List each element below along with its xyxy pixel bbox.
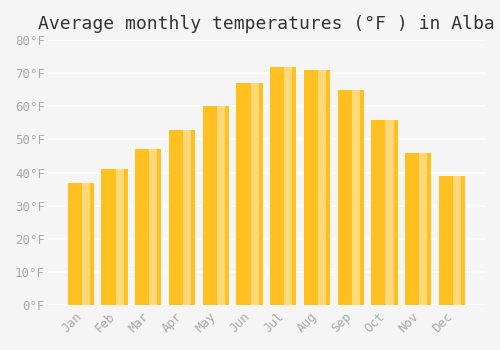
Bar bbox=[116, 169, 124, 305]
Bar bbox=[405, 153, 417, 305]
Bar bbox=[344, 90, 364, 305]
Bar bbox=[236, 83, 248, 305]
Bar bbox=[141, 149, 162, 305]
Bar bbox=[202, 106, 215, 305]
Bar bbox=[372, 120, 384, 305]
Bar bbox=[453, 176, 461, 305]
Bar bbox=[378, 120, 398, 305]
Bar bbox=[304, 70, 316, 305]
Title: Average monthly temperatures (°F ) in Alba: Average monthly temperatures (°F ) in Al… bbox=[38, 15, 495, 33]
Bar bbox=[386, 120, 394, 305]
Bar bbox=[102, 169, 114, 305]
Bar bbox=[74, 182, 94, 305]
Bar bbox=[439, 176, 451, 305]
Bar bbox=[411, 153, 432, 305]
Bar bbox=[68, 182, 80, 305]
Bar bbox=[169, 130, 181, 305]
Bar bbox=[242, 83, 262, 305]
Bar bbox=[208, 106, 229, 305]
Bar bbox=[150, 149, 158, 305]
Bar bbox=[338, 90, 349, 305]
Bar bbox=[445, 176, 465, 305]
Bar bbox=[250, 83, 258, 305]
Bar bbox=[183, 130, 191, 305]
Bar bbox=[175, 130, 195, 305]
Bar bbox=[276, 66, 296, 305]
Bar bbox=[352, 90, 360, 305]
Bar bbox=[217, 106, 225, 305]
Bar bbox=[108, 169, 128, 305]
Bar bbox=[82, 182, 90, 305]
Bar bbox=[318, 70, 326, 305]
Bar bbox=[310, 70, 330, 305]
Bar bbox=[284, 66, 292, 305]
Bar bbox=[419, 153, 428, 305]
Bar bbox=[135, 149, 147, 305]
Bar bbox=[270, 66, 282, 305]
